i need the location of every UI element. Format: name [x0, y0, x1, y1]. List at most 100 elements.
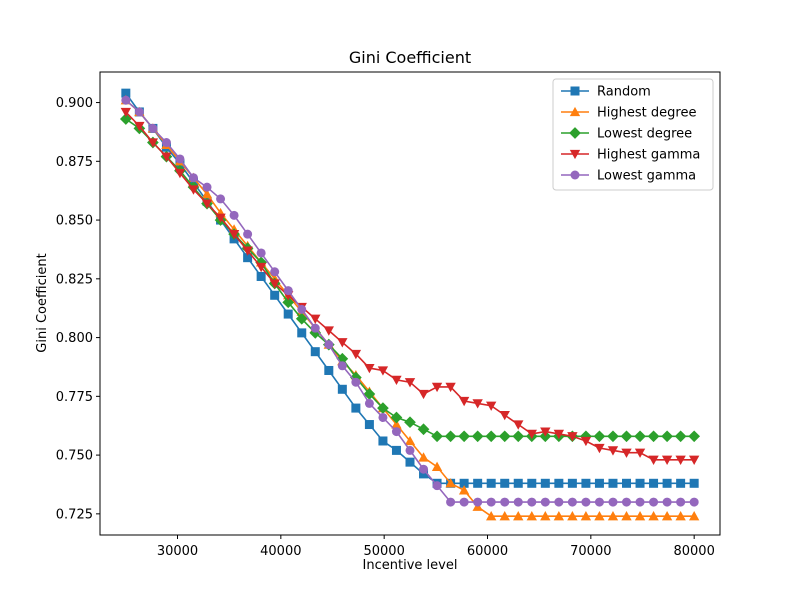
- data-point-highest-degree: [418, 452, 429, 462]
- data-point-highest-gamma: [526, 429, 537, 440]
- data-point-highest-gamma: [269, 279, 280, 289]
- data-point-random: [567, 478, 577, 488]
- legend-label: Random: [597, 85, 651, 100]
- legend-marker: [570, 170, 580, 180]
- x-tick-label: 40000: [260, 544, 301, 559]
- data-point-random: [270, 290, 280, 300]
- data-point-lowest-gamma: [270, 267, 280, 277]
- data-point-lowest-degree: [377, 402, 389, 414]
- data-point-highest-degree: [567, 511, 578, 521]
- y-tick-label: 0.850: [56, 214, 93, 229]
- data-point-highest-gamma: [499, 410, 510, 421]
- data-point-lowest-gamma: [554, 497, 564, 507]
- data-point-lowest-gamma: [229, 210, 239, 220]
- data-point-highest-gamma: [242, 246, 253, 256]
- data-point-highest-gamma: [120, 107, 132, 118]
- data-point-random: [540, 478, 550, 488]
- legend-marker: [570, 86, 580, 96]
- data-point-random: [649, 478, 659, 488]
- data-point-lowest-degree: [417, 423, 430, 436]
- data-point-lowest-gamma: [121, 95, 131, 105]
- data-point-random: [622, 478, 632, 488]
- data-point-lowest-degree: [350, 371, 362, 384]
- data-point-highest-gamma: [228, 230, 240, 240]
- data-point-random: [297, 328, 307, 338]
- data-point-lowest-gamma: [391, 427, 401, 437]
- data-point-highest-gamma: [472, 399, 483, 409]
- data-point-highest-gamma: [418, 389, 429, 400]
- data-point-lowest-gamma: [175, 154, 185, 164]
- data-point-highest-degree: [688, 511, 700, 521]
- data-point-highest-degree: [404, 435, 416, 446]
- legend: Random Highest degree Lowest degree Highest…: [552, 78, 714, 191]
- y-tick-label: 0.750: [56, 449, 93, 464]
- data-point-highest-gamma: [350, 349, 362, 360]
- data-point-highest-degree: [594, 511, 605, 521]
- data-point-highest-degree: [634, 511, 646, 521]
- data-point-highest-gamma: [255, 262, 267, 273]
- data-point-random: [391, 445, 401, 455]
- data-point-lowest-gamma: [283, 286, 293, 296]
- data-point-highest-gamma: [215, 213, 226, 223]
- legend-label: Highest gamma: [597, 148, 700, 163]
- data-point-random: [513, 478, 523, 488]
- data-point-lowest-gamma: [594, 497, 604, 507]
- data-point-random: [364, 420, 374, 430]
- data-point-highest-gamma: [364, 363, 375, 374]
- data-point-highest-gamma: [134, 121, 145, 132]
- x-tick-label: 70000: [570, 544, 611, 559]
- data-point-lowest-degree: [485, 430, 498, 443]
- data-point-random: [121, 88, 131, 98]
- data-point-highest-gamma: [580, 436, 592, 447]
- data-point-random: [689, 478, 699, 488]
- data-point-random: [337, 384, 347, 394]
- data-point-random: [324, 365, 334, 375]
- legend-entry-highest-gamma: Highest gamma: [561, 148, 700, 163]
- data-point-lowest-degree: [390, 411, 403, 424]
- data-point-lowest-gamma: [662, 497, 672, 507]
- data-point-random: [608, 478, 618, 488]
- legend-marker: [569, 127, 581, 139]
- data-point-lowest-gamma: [310, 323, 320, 333]
- data-point-highest-degree: [675, 511, 686, 521]
- data-point-lowest-gamma: [649, 497, 659, 507]
- data-point-highest-gamma: [445, 382, 456, 393]
- data-point-random: [554, 478, 564, 488]
- data-point-lowest-gamma: [567, 497, 577, 507]
- data-point-lowest-gamma: [216, 194, 226, 204]
- data-point-lowest-degree: [404, 416, 416, 429]
- data-point-lowest-gamma: [473, 497, 483, 507]
- x-tick-label: 60000: [467, 544, 508, 559]
- data-point-random: [500, 478, 510, 488]
- data-point-highest-gamma: [147, 138, 159, 148]
- data-point-highest-degree: [580, 511, 592, 521]
- data-point-random: [405, 457, 415, 467]
- data-point-highest-gamma: [310, 314, 321, 324]
- data-point-lowest-gamma: [527, 497, 537, 507]
- data-point-random: [473, 478, 483, 488]
- data-point-lowest-degree: [471, 430, 484, 443]
- data-point-highest-gamma: [675, 455, 686, 465]
- y-axis-title: Gini Coefficient: [35, 253, 50, 352]
- data-point-highest-degree: [607, 511, 619, 521]
- plot-area: [119, 88, 701, 521]
- data-point-lowest-degree: [255, 256, 267, 269]
- data-point-lowest-degree: [295, 312, 308, 325]
- data-point-lowest-gamma: [351, 377, 361, 387]
- data-point-lowest-gamma: [243, 229, 253, 239]
- data-point-random: [527, 478, 537, 488]
- data-point-highest-gamma: [688, 455, 700, 465]
- data-point-highest-degree: [513, 511, 524, 521]
- data-point-highest-degree: [431, 461, 443, 471]
- data-point-lowest-gamma: [202, 182, 212, 192]
- data-point-lowest-gamma: [581, 497, 591, 507]
- data-point-random: [594, 478, 604, 488]
- data-point-highest-degree: [486, 511, 497, 521]
- data-point-highest-gamma: [540, 427, 551, 437]
- data-point-highest-degree: [648, 511, 659, 521]
- data-point-lowest-gamma: [324, 340, 334, 350]
- data-point-lowest-degree: [674, 430, 687, 443]
- y-tick-label: 0.825: [56, 272, 93, 287]
- data-point-lowest-gamma: [337, 361, 347, 371]
